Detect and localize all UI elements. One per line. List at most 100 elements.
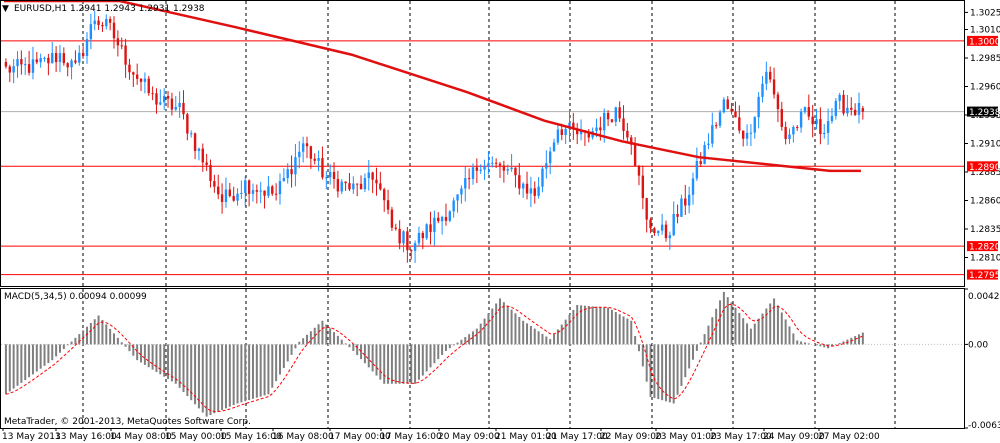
time-tick-label: 16 May 08:00 [272, 432, 334, 442]
symbol-ohlc-label: EURUSD,H1 1.2941 1.2943 1.2931 1.2938 [14, 4, 205, 14]
candle-body [622, 118, 625, 131]
macd-histogram [1, 291, 964, 417]
candle-body [282, 178, 286, 182]
candle-body [394, 227, 397, 229]
candle-body [132, 72, 135, 75]
candle-body [31, 59, 35, 73]
candle-body [186, 114, 189, 134]
candle-body [560, 129, 563, 135]
candle-body [197, 148, 201, 151]
candle-body [568, 122, 571, 129]
candle-body [236, 193, 239, 201]
candle-body [587, 132, 590, 138]
candle-body [691, 178, 695, 195]
candle-body [514, 167, 517, 176]
time-tick-label: 15 May 16:00 [220, 432, 282, 442]
candle-body [494, 162, 498, 164]
candle-body [16, 59, 19, 67]
level-label: 1.2890 [969, 163, 1000, 173]
candle-body [707, 143, 710, 145]
macd-signal-series [5, 303, 863, 412]
candle-body [135, 74, 139, 79]
candle-body [618, 107, 621, 119]
candle-body [193, 133, 197, 151]
candle-body [348, 183, 351, 190]
candle-body [572, 122, 575, 130]
candle-body [765, 71, 768, 84]
candle-body [645, 198, 648, 220]
candle-body [371, 172, 374, 180]
candle-body [286, 169, 289, 179]
candle-body [4, 62, 8, 67]
grid-lines [82, 1, 896, 428]
candle-body [425, 224, 428, 239]
candle-body [780, 109, 783, 127]
macd-pane-frame [0, 288, 965, 429]
candle-body [402, 231, 405, 244]
price-tick-label: 1.2810 [970, 254, 1000, 264]
level-label-bg [967, 35, 998, 46]
candle-body [680, 198, 683, 217]
candle-body [799, 111, 803, 128]
candle-body [35, 59, 39, 63]
moving-average-series [4, 1, 861, 173]
candle-body [251, 190, 255, 194]
candle-body [861, 108, 865, 112]
candle-body [579, 130, 583, 135]
candle-body [247, 180, 251, 194]
candle-body [417, 232, 421, 244]
candle-body [452, 200, 455, 212]
candle-body [375, 179, 378, 184]
macd-axis: 0.00422 0.00 -0.00637 [964, 288, 1000, 431]
time-tick-label: 14 May 08:00 [110, 432, 172, 442]
time-tick-label: 22 May 09:00 [600, 432, 662, 442]
candle-body [753, 117, 756, 133]
candle-body [54, 53, 58, 63]
candle-body [521, 183, 525, 189]
price-tick-label: 1.2885 [970, 168, 1000, 178]
candle-body [116, 38, 120, 46]
candle-body [846, 107, 849, 114]
candle-body [510, 167, 513, 170]
candle-body [70, 60, 73, 68]
candle-body [610, 119, 614, 122]
time-tick-label: 23 May 01:00 [655, 432, 717, 442]
candle-body [726, 99, 729, 109]
candle-body [93, 20, 96, 25]
candle-body [718, 112, 722, 126]
candle-body [433, 217, 436, 232]
candle-body [274, 193, 278, 195]
candle-body [807, 107, 811, 117]
candle-body [336, 178, 340, 192]
candle-body [796, 127, 799, 129]
candle-body [603, 112, 606, 131]
candle-body [803, 107, 807, 112]
candle-body [502, 165, 506, 171]
candle-body [190, 133, 193, 135]
candle-body [734, 111, 737, 118]
time-tick-label: 27 May 02:00 [818, 432, 880, 442]
macd-tick-label: -0.00637 [968, 421, 1000, 431]
candle-body [27, 64, 31, 73]
candle-body [321, 158, 324, 178]
candle-body [437, 217, 440, 222]
candle-body [112, 22, 116, 39]
candle-body [108, 19, 112, 23]
level-label: 1.2795 [969, 271, 1000, 281]
candle-body [630, 137, 633, 145]
candle-body [745, 132, 749, 139]
candle-body [653, 228, 656, 233]
chart-menu-arrow-icon[interactable]: ▼ [2, 4, 9, 14]
time-tick-label: 13 May 2013 [2, 432, 61, 442]
candle-body [344, 181, 347, 184]
candle-body [147, 78, 150, 94]
candle-body [857, 102, 861, 115]
candle-body [105, 19, 108, 27]
candle-body [39, 58, 42, 63]
candle-body [58, 53, 62, 63]
candle-body [784, 126, 787, 140]
candle-body [24, 64, 27, 66]
